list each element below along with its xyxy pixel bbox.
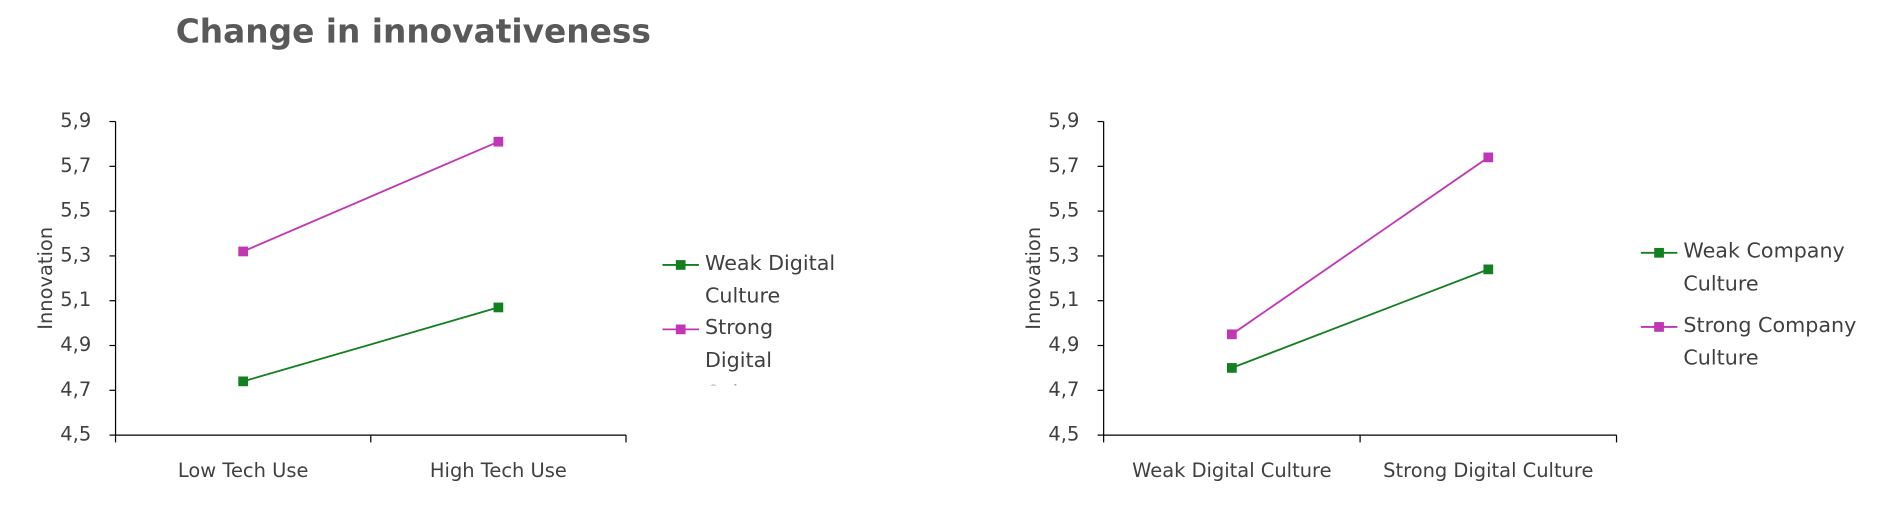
x-tick-label: Weak Digital Culture (1132, 459, 1331, 482)
y-tick-label: 4,7 (60, 378, 91, 401)
legend-marker (675, 324, 686, 335)
x-tick-label: Strong Digital Culture (1383, 459, 1593, 482)
legend-entry: Weak Digital Culture (705, 251, 836, 309)
y-axis-label: Innovation (34, 227, 57, 330)
y-tick-label: 5,1 (1048, 288, 1079, 311)
marker (493, 136, 504, 147)
y-tick-label: 4,9 (60, 333, 91, 356)
y-tick-label: 4,9 (1048, 333, 1079, 356)
y-tick-label: 5,7 (60, 154, 91, 177)
legend-label: Strong Digital Culture (705, 315, 780, 385)
legend-label: Weak Digital Culture (705, 251, 836, 309)
series-line (1231, 156, 1489, 336)
legend-entry: Strong Digital Culture (705, 315, 780, 385)
legend-entry: Weak Company Culture (1683, 239, 1845, 297)
y-tick-label: 4,5 (1048, 423, 1079, 446)
marker (1483, 152, 1494, 163)
y-tick-label: 4,5 (60, 423, 91, 446)
series-line (1231, 268, 1489, 369)
legend-marker (1654, 322, 1664, 332)
y-tick-label: 5,1 (60, 288, 91, 311)
marker (238, 246, 249, 257)
legend-marker (1654, 247, 1664, 258)
marker (238, 376, 249, 387)
x-tick-label: Low Tech Use (178, 459, 308, 482)
marker (1483, 264, 1494, 275)
y-tick-label: 5,3 (1048, 243, 1079, 266)
marker (1227, 329, 1237, 340)
legend-label: Weak Company Culture (1683, 239, 1845, 297)
y-tick-label: 5,7 (1048, 154, 1079, 177)
legend-label: Strong Company Culture (1683, 313, 1857, 371)
y-tick-label: 5,5 (60, 199, 91, 222)
y-tick-label: 5,9 (60, 109, 91, 132)
chart-title: Change in innovativeness (176, 12, 651, 50)
marker (493, 302, 504, 313)
y-axis-label: Innovation (1022, 227, 1045, 330)
series-line (242, 140, 499, 253)
y-tick-label: 5,3 (60, 243, 91, 266)
x-tick-label: High Tech Use (430, 459, 567, 482)
marker (1227, 363, 1237, 373)
y-tick-label: 5,5 (1048, 199, 1079, 222)
legend-entry: Strong Company Culture (1683, 313, 1857, 371)
y-tick-label: 5,9 (1048, 109, 1079, 132)
series-line (242, 306, 499, 383)
legend-marker (675, 260, 686, 270)
y-tick-label: 4,7 (1048, 378, 1079, 401)
